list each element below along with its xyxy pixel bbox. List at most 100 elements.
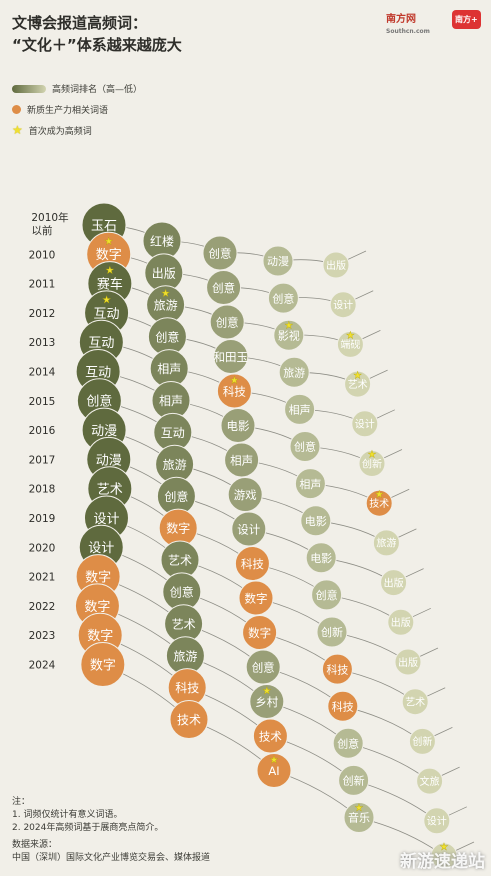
word-label: 科技 xyxy=(175,681,199,695)
word-label: 创新 xyxy=(362,457,382,470)
word-label: 科技 xyxy=(332,699,354,713)
word-bubble xyxy=(213,339,249,374)
word-label: 创意 xyxy=(216,315,239,329)
year-label: 2024 xyxy=(29,660,56,672)
year-label: 2014 xyxy=(29,367,56,379)
word-bubble xyxy=(80,642,126,687)
word-label: 数字 xyxy=(90,658,116,673)
word-bubble xyxy=(252,718,288,754)
word-label: 艺术 xyxy=(348,379,368,391)
word-bubble xyxy=(284,393,316,425)
word-label: 游戏 xyxy=(234,488,257,502)
first-time-star: ★ xyxy=(230,375,239,386)
app-logo: 南方+ xyxy=(452,10,481,29)
year-label: 2015 xyxy=(29,396,56,408)
word-label: 动漫 xyxy=(267,254,289,268)
word-label: 出版 xyxy=(384,576,404,589)
first-time-star: ★ xyxy=(284,320,293,331)
word-label: 音乐 xyxy=(348,811,370,825)
word-label: 设计 xyxy=(355,418,375,431)
word-label: 创意 xyxy=(316,588,338,602)
word-label: 出版 xyxy=(326,259,346,272)
word-bubble xyxy=(220,408,256,443)
word-bubble xyxy=(216,373,252,409)
first-time-star: ★ xyxy=(368,450,377,461)
first-time-star: ★ xyxy=(440,842,449,853)
word-label: 数字 xyxy=(96,248,122,263)
word-bubble xyxy=(231,511,267,547)
word-bubble xyxy=(316,616,348,648)
legend-first-time: ★ 首次成为高频词 xyxy=(12,124,92,137)
word-label: 创新 xyxy=(412,735,432,748)
word-bubble xyxy=(273,319,305,351)
word-label: 相声 xyxy=(230,453,253,467)
first-time-star: ★ xyxy=(104,236,113,247)
word-label: 创意 xyxy=(155,329,179,344)
word-label: 科技 xyxy=(326,662,348,676)
note-2: 2. 2024年高频词基于展商亮点简介。 xyxy=(12,823,164,833)
word-bubble xyxy=(332,727,364,759)
word-label: 出版 xyxy=(152,266,176,280)
year-label: 2022 xyxy=(29,601,56,613)
word-bubble xyxy=(408,727,436,755)
word-label: 科技 xyxy=(223,384,246,398)
word-label: 创意 xyxy=(294,440,316,454)
word-bubble xyxy=(338,764,370,796)
word-bubble xyxy=(430,842,458,870)
word-bubble xyxy=(267,282,299,314)
word-bubble xyxy=(242,615,278,650)
legend-np-label: 新质生产力相关词语 xyxy=(27,106,109,116)
word-label: 旅游 xyxy=(376,537,396,550)
word-bubble xyxy=(300,505,332,537)
word-label: 互动 xyxy=(94,307,120,322)
word-label: 相声 xyxy=(159,394,183,408)
word-label: 艺术 xyxy=(405,697,425,709)
page-title: 文博会报道高频词： xyxy=(12,14,148,32)
word-label: 数字 xyxy=(248,626,271,640)
notes-heading: 注： xyxy=(12,797,31,807)
word-label: 创意 xyxy=(170,584,194,599)
legend-rank-label: 高频词排名（高—低） xyxy=(52,85,143,95)
word-bubble xyxy=(234,546,270,581)
word-label: 旅游 xyxy=(154,298,178,312)
word-label: 旅游 xyxy=(163,458,187,472)
word-label: 玉石 xyxy=(91,219,117,234)
word-bubble xyxy=(169,700,209,739)
word-label: 旅游 xyxy=(283,365,305,379)
legend-new-productivity: 新质生产力相关词语 xyxy=(12,103,108,116)
year-label: 2017 xyxy=(29,454,56,466)
word-bubble xyxy=(387,608,415,636)
word-bubble xyxy=(321,653,353,685)
note-1: 1. 词频仅统计有意义词语。 xyxy=(12,810,123,820)
word-bubble xyxy=(372,529,400,557)
word-bubble xyxy=(394,648,422,676)
word-bubble xyxy=(278,356,310,388)
first-time-star: ★ xyxy=(353,370,362,381)
word-bubble xyxy=(238,580,274,616)
word-bubble xyxy=(311,579,343,611)
site-logo: 南方网 Southcn.com xyxy=(386,10,430,36)
star-icon: ★ xyxy=(12,123,23,137)
word-label: 相声 xyxy=(299,477,321,491)
first-time-star: ★ xyxy=(102,295,111,306)
word-label: 乡村 xyxy=(255,695,278,709)
year-label: 2023 xyxy=(29,630,56,642)
first-time-star: ★ xyxy=(355,803,364,814)
word-bubble xyxy=(227,477,263,512)
word-label: 影视 xyxy=(278,328,300,342)
word-bubble xyxy=(358,450,386,477)
word-label: 创意 xyxy=(86,394,112,410)
watermark: 新游速递站 xyxy=(400,852,485,872)
word-bubble xyxy=(224,442,260,478)
word-label: 动漫 xyxy=(91,424,117,439)
word-label: 红楼 xyxy=(150,234,174,249)
word-label: 相声 xyxy=(289,403,311,417)
word-label: 互动 xyxy=(161,426,185,440)
word-bubble xyxy=(343,802,375,833)
word-label: 设计 xyxy=(88,541,114,556)
word-label: 互动 xyxy=(88,336,114,351)
year-label: 2012 xyxy=(29,308,56,320)
word-label: AI xyxy=(268,764,279,778)
word-bubble xyxy=(202,235,238,271)
word-label: 旅游 xyxy=(173,649,197,663)
